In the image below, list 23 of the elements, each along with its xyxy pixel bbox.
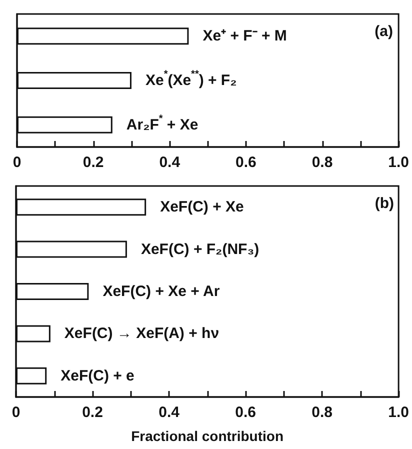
x-tick-label: 0.6	[236, 154, 256, 171]
x-tick-label: 0.8	[312, 154, 333, 171]
x-tick-label: 0.2	[82, 154, 104, 171]
y-tick-label: Xe⁺ + F⁻ + M	[202, 28, 287, 45]
x-tick-label: 1.0	[388, 404, 410, 421]
x-tick-label: 0	[12, 404, 20, 421]
annotation: (a)	[374, 23, 394, 40]
x-tick-label: 0.4	[158, 404, 180, 421]
category-label: XeF(C) + Xe + Ar	[102, 283, 220, 300]
y-tick-label: Xe*(Xe**) + F₂	[145, 69, 237, 89]
x-axis-title: Fractional contribution	[131, 428, 284, 444]
x-tick-label: 0.6	[235, 404, 256, 421]
x-tick-label: 0.4	[159, 154, 181, 171]
category-label: XeF(C) + Xe	[160, 198, 244, 216]
category-label: XeF(C) → XeF(A) + hν	[64, 325, 220, 342]
y-tick-label: Ar₂F* + Xe	[126, 113, 198, 134]
category-label: XeF(C) + F₂(NF₃)	[140, 240, 260, 258]
x-tick-label: 0	[12, 154, 22, 171]
x-tick-label: 0.2	[82, 404, 103, 421]
annotation: (b)	[374, 195, 394, 212]
x-tick-label: 1.0	[388, 154, 410, 171]
category-label: XeF(C) + e	[60, 367, 134, 384]
x-tick-label: 0.8	[312, 404, 332, 421]
